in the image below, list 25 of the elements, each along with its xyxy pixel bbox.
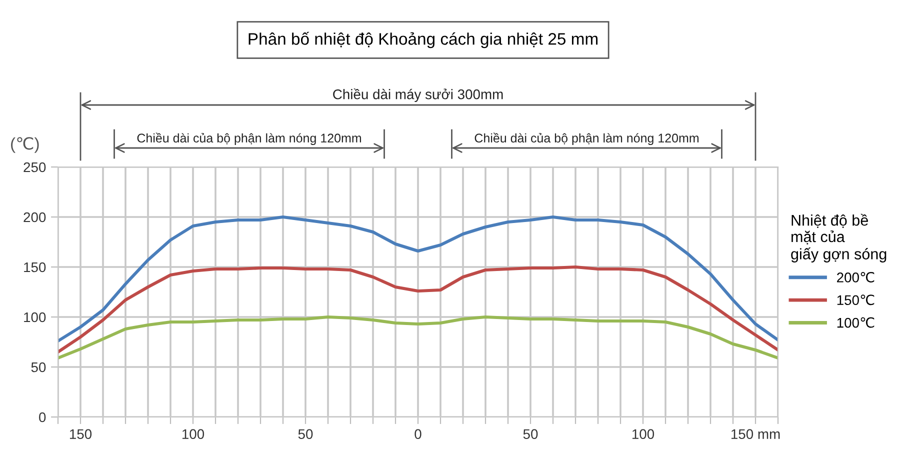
line-series <box>58 315 778 360</box>
y-tick-label: 150 <box>24 262 46 272</box>
text: Chiều dài máy sưởi 300mm <box>333 88 503 102</box>
y-tick-label: 200 <box>24 212 46 222</box>
y-tick-label: 0 <box>39 412 46 422</box>
x-tick-label: 150 mm <box>731 429 780 440</box>
line-series <box>58 215 778 343</box>
x-tick-label: 50 <box>523 429 538 440</box>
x-tick-label: 50 <box>298 429 313 440</box>
y-tick-label: 100 <box>24 312 46 322</box>
x-tick-label: 0 <box>414 429 422 440</box>
chart-title: Phân bố nhiệt độ Khoảng cách gia nhiệt 25 mm <box>248 32 598 48</box>
x-tick-label: 100 <box>632 429 654 440</box>
y-tick-label: 250 <box>24 162 46 172</box>
text: Chiều dài của bộ phận làm nóng 120mm <box>137 132 362 145</box>
legend-title: Nhiệt độ bề mặt của giấy gợn sóng <box>791 214 886 262</box>
x-tick-label: 100 <box>182 429 204 440</box>
x-tick-label: 150 <box>70 429 92 440</box>
text: Chiều dài của bộ phận làm nóng 120mm <box>474 132 699 145</box>
y-axis-title: (℃) <box>11 137 39 153</box>
line-series <box>58 265 778 354</box>
legend-label: 100℃ <box>837 317 874 328</box>
legend-label: 150℃ <box>837 294 874 306</box>
legend-label: 200℃ <box>837 272 874 282</box>
y-tick-label: 50 <box>31 362 46 372</box>
